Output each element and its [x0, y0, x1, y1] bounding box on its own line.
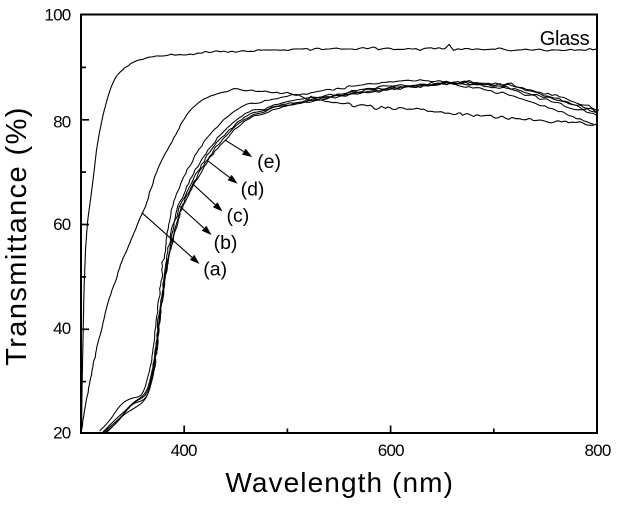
svg-text:(b): (b) — [214, 232, 238, 254]
svg-text:60: 60 — [53, 215, 71, 234]
svg-text:(d): (d) — [241, 178, 265, 200]
svg-text:Transmittance (%): Transmittance (%) — [1, 106, 33, 366]
svg-text:Wavelength (nm): Wavelength (nm) — [225, 467, 454, 498]
svg-text:(e): (e) — [257, 151, 281, 173]
svg-text:40: 40 — [53, 319, 71, 338]
svg-text:80: 80 — [53, 113, 71, 132]
svg-text:(c): (c) — [227, 205, 250, 227]
svg-text:400: 400 — [171, 441, 197, 460]
svg-text:800: 800 — [584, 441, 610, 460]
svg-text:(a): (a) — [203, 259, 227, 281]
svg-text:100: 100 — [44, 5, 70, 24]
svg-text:600: 600 — [378, 441, 404, 460]
svg-text:Glass: Glass — [540, 28, 590, 50]
svg-text:20: 20 — [53, 424, 71, 443]
